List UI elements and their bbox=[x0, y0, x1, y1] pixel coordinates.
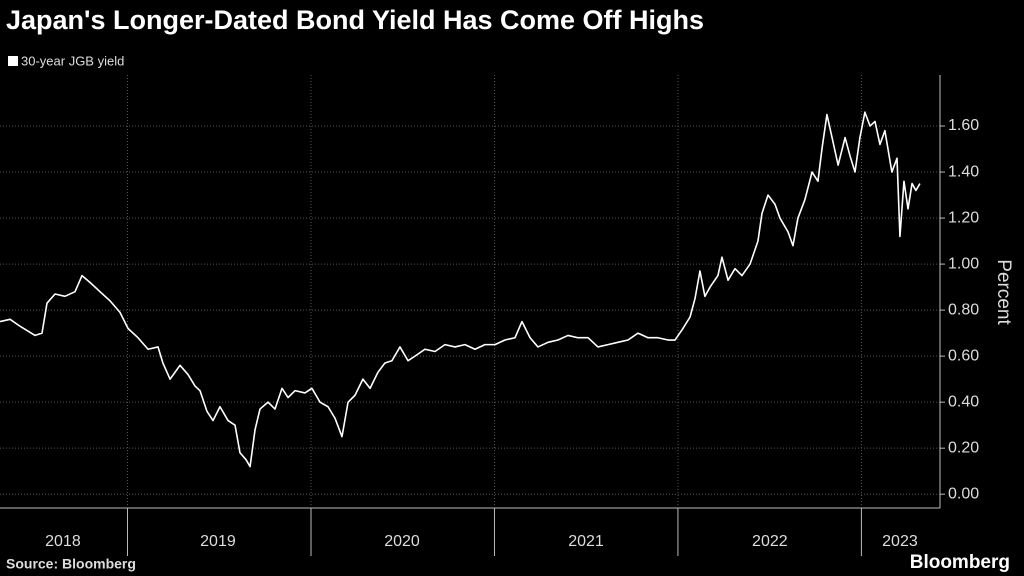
chart-title: Japan's Longer-Dated Bond Yield Has Come… bbox=[6, 5, 704, 35]
y-axis-label: Percent bbox=[993, 259, 1014, 325]
y-tick-label: 0.80 bbox=[948, 301, 979, 318]
x-tick-label: 2022 bbox=[752, 533, 788, 550]
y-tick-label: 1.00 bbox=[948, 255, 979, 272]
x-tick-label: 2018 bbox=[45, 533, 81, 550]
x-tick-label: 2023 bbox=[882, 533, 918, 550]
x-tick-label: 2020 bbox=[384, 533, 420, 550]
y-tick-label: 0.00 bbox=[948, 485, 979, 502]
x-tick-label: 2019 bbox=[200, 533, 236, 550]
x-tick-label: 2021 bbox=[568, 533, 604, 550]
y-tick-label: 0.20 bbox=[948, 439, 979, 456]
brand: Bloomberg bbox=[910, 552, 1010, 573]
source: Source: Bloomberg bbox=[6, 556, 136, 572]
y-tick-label: 0.40 bbox=[948, 393, 979, 410]
y-tick-label: 1.60 bbox=[948, 117, 979, 134]
line-series bbox=[0, 111, 921, 468]
y-tick-label: 1.20 bbox=[948, 209, 979, 226]
y-tick-label: 0.60 bbox=[948, 347, 979, 364]
legend-label: 30-year JGB yield bbox=[21, 53, 124, 68]
legend-swatch bbox=[8, 56, 18, 66]
y-tick-label: 1.40 bbox=[948, 163, 979, 180]
